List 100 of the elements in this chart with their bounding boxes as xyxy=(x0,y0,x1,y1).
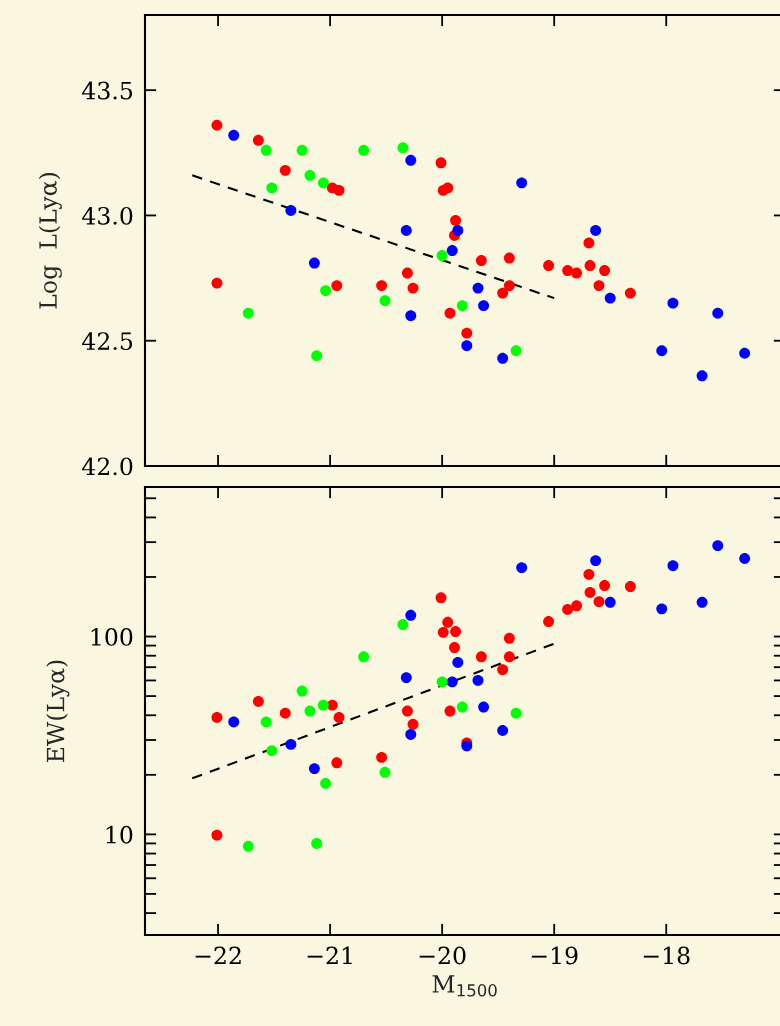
point xyxy=(331,280,343,292)
point xyxy=(696,596,708,608)
point xyxy=(446,245,458,256)
point xyxy=(260,144,272,156)
point xyxy=(624,581,636,592)
point xyxy=(252,695,264,707)
point xyxy=(242,840,254,852)
point xyxy=(461,340,473,352)
x-tick-label: −18 xyxy=(643,946,690,965)
point xyxy=(472,674,484,686)
point xyxy=(571,600,583,612)
point xyxy=(401,705,413,717)
point xyxy=(562,604,574,615)
point xyxy=(407,718,419,730)
point xyxy=(333,711,345,723)
y-tick-label: 43.5 xyxy=(82,81,133,100)
point xyxy=(405,154,417,166)
point xyxy=(475,651,487,663)
point xyxy=(279,707,291,719)
point xyxy=(320,285,332,297)
point xyxy=(583,568,595,580)
point xyxy=(266,182,278,194)
point xyxy=(456,701,468,713)
point xyxy=(516,562,528,574)
point xyxy=(211,711,223,723)
point xyxy=(497,725,509,736)
point xyxy=(656,345,668,357)
point xyxy=(442,616,454,628)
point xyxy=(252,134,264,146)
point xyxy=(401,267,413,279)
point xyxy=(739,553,751,564)
point xyxy=(358,651,370,663)
point xyxy=(696,370,708,382)
point xyxy=(446,676,458,688)
point xyxy=(442,182,454,194)
point xyxy=(242,307,254,319)
point xyxy=(475,255,487,267)
point xyxy=(562,265,574,277)
point xyxy=(590,225,602,236)
y-tick-label: 42.0 xyxy=(82,457,133,476)
point xyxy=(304,705,316,717)
point xyxy=(478,300,490,312)
point xyxy=(712,540,724,552)
point xyxy=(211,829,223,841)
point xyxy=(624,287,636,299)
point xyxy=(503,252,515,264)
point xyxy=(584,260,596,272)
point xyxy=(450,214,462,226)
point xyxy=(590,555,602,567)
point xyxy=(593,280,605,292)
point xyxy=(296,685,308,697)
point xyxy=(510,345,522,357)
point xyxy=(503,651,515,663)
point xyxy=(472,282,484,294)
x-tick-label: −19 xyxy=(531,946,578,965)
point xyxy=(317,177,329,189)
point xyxy=(452,656,464,668)
point xyxy=(279,164,291,176)
y-axis-title: EW(Lyα) xyxy=(46,660,70,762)
point xyxy=(444,705,456,717)
x-tick-label: −22 xyxy=(195,946,241,965)
point xyxy=(320,777,332,789)
point xyxy=(379,295,391,307)
point xyxy=(376,280,388,292)
point xyxy=(308,257,320,269)
point xyxy=(599,265,611,277)
point xyxy=(444,307,456,319)
point xyxy=(599,580,611,592)
point xyxy=(604,596,616,608)
point xyxy=(497,664,509,676)
point xyxy=(516,177,528,189)
point xyxy=(510,707,522,719)
point xyxy=(543,260,555,272)
x-tick-label: −20 xyxy=(419,946,466,965)
point xyxy=(456,300,468,312)
point xyxy=(228,129,240,141)
point xyxy=(712,307,724,319)
point xyxy=(452,225,464,236)
y-tick-label: 10 xyxy=(106,825,133,844)
point xyxy=(376,751,388,763)
point xyxy=(285,204,297,216)
y-tick-label: 42.5 xyxy=(82,332,133,351)
point xyxy=(739,347,751,359)
point xyxy=(405,728,417,740)
y-tick-label: 100 xyxy=(91,627,133,646)
point xyxy=(593,596,605,608)
point xyxy=(584,587,596,598)
point xyxy=(266,745,278,757)
point xyxy=(497,352,509,364)
point xyxy=(397,142,409,154)
point xyxy=(583,237,595,249)
point xyxy=(400,672,412,684)
point xyxy=(304,169,316,181)
point xyxy=(296,144,308,156)
point xyxy=(437,626,449,638)
point xyxy=(285,738,297,750)
point xyxy=(571,267,583,279)
point xyxy=(333,184,345,196)
point xyxy=(260,716,272,728)
point xyxy=(667,297,679,309)
